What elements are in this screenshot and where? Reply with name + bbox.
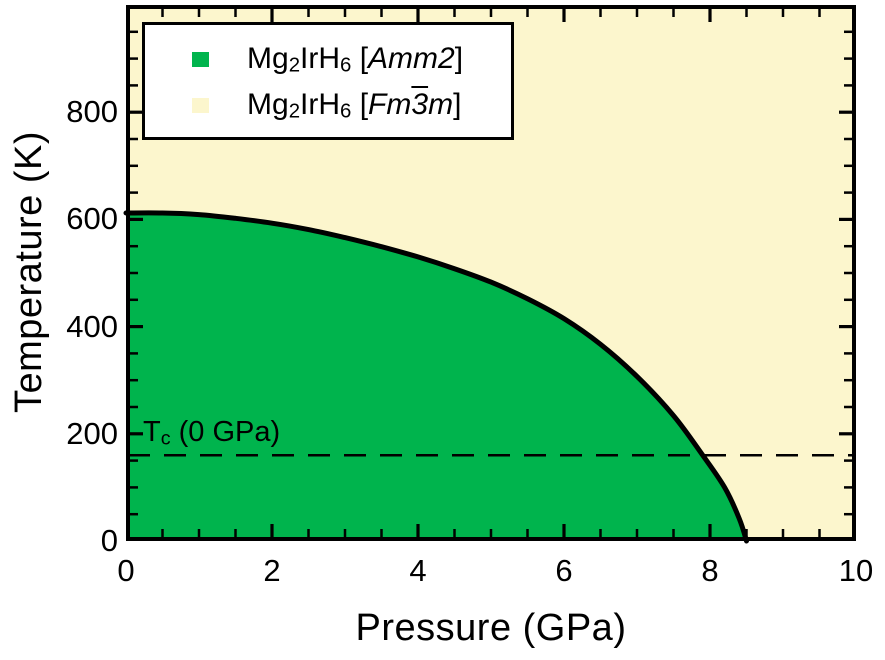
x-axis-title: Pressure (GPa) xyxy=(355,607,627,649)
region-amm2 xyxy=(126,212,747,541)
x-tick-label-6: 6 xyxy=(555,553,573,588)
x-tick-label-10: 10 xyxy=(838,553,874,588)
x-tick-label-0: 0 xyxy=(117,553,135,588)
x-tick-label-8: 8 xyxy=(701,553,719,588)
legend-swatch-amm2-icon xyxy=(192,51,209,67)
y-tick-label-200: 200 xyxy=(66,415,118,451)
x-tick-label-4: 4 xyxy=(409,553,427,588)
y-tick-label-800: 800 xyxy=(66,94,118,130)
tc-annotation: Tc (0 GPa) xyxy=(143,416,281,450)
legend-label-amm2: Mg2IrH6 [Amm2] xyxy=(247,42,464,77)
legend-item-fm3m: Mg2IrH6 [Fm3m] xyxy=(145,82,511,128)
y-tick-label-400: 400 xyxy=(66,308,118,344)
phase-boundary-curve xyxy=(123,210,749,544)
y-tick-label-0: 0 xyxy=(100,523,118,558)
legend-label-fm3m: Mg2IrH6 [Fm3m] xyxy=(247,88,462,123)
y-tick-label-600: 600 xyxy=(66,201,118,237)
legend-swatch-fm3m-icon xyxy=(192,97,209,113)
legend: Mg2IrH6 [Amm2] Mg2IrH6 [Fm3m] xyxy=(142,22,514,140)
x-tick-label-2: 2 xyxy=(263,553,281,588)
legend-item-amm2: Mg2IrH6 [Amm2] xyxy=(145,36,511,82)
